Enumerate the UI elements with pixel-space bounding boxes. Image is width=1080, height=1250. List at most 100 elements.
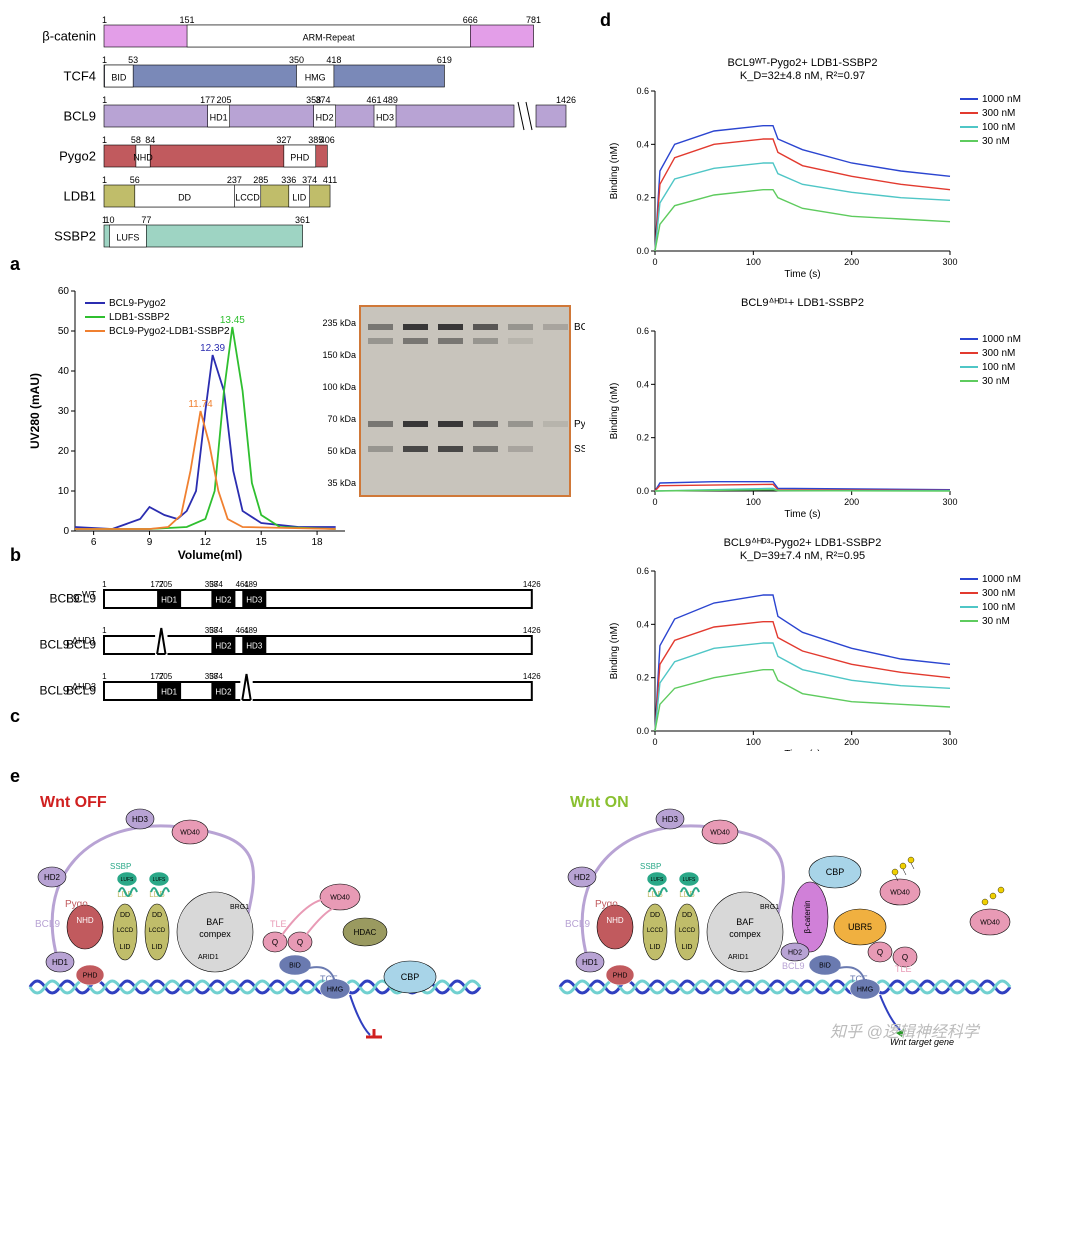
svg-text:HD2: HD2 [216, 596, 233, 605]
svg-text:Wnt OFF: Wnt OFF [40, 794, 107, 811]
svg-text:BCL9: BCL9 [574, 322, 585, 333]
svg-text:Q: Q [902, 953, 908, 962]
svg-text:489: 489 [244, 580, 258, 589]
svg-text:CBP: CBP [826, 867, 845, 877]
svg-text:374: 374 [210, 672, 224, 681]
svg-text:235 kDa: 235 kDa [323, 318, 357, 328]
panel-d-label: d [600, 10, 611, 30]
svg-text:LCCD: LCCD [149, 928, 166, 934]
svg-text:HD1: HD1 [210, 112, 228, 122]
svg-text:Pygo: Pygo [65, 899, 88, 910]
svg-text:HD1: HD1 [52, 958, 69, 967]
svg-text:0.0: 0.0 [636, 246, 649, 256]
svg-text:781: 781 [527, 15, 542, 25]
svg-text:237: 237 [227, 175, 242, 185]
panel-c-diagram: BCL9BCL9 WTHD1HD2HD311772053583744614891… [24, 572, 584, 722]
svg-text:6: 6 [91, 537, 97, 548]
panel-b-label: b [10, 545, 21, 565]
svg-text:BCL9: BCL9 [565, 919, 590, 930]
svg-text:Binding (nM): Binding (nM) [609, 143, 620, 200]
svg-text:BCL9ᐞᴴᴰ³-Pygo2+ LDB1-SSBP2: BCL9ᐞᴴᴰ³-Pygo2+ LDB1-SSBP2 [724, 537, 882, 549]
svg-text:666: 666 [463, 15, 478, 25]
svg-text:compex: compex [729, 929, 761, 939]
svg-text:411: 411 [323, 175, 337, 185]
svg-text:30 nM: 30 nM [982, 136, 1010, 147]
svg-text:1: 1 [103, 135, 108, 145]
svg-text:300 nM: 300 nM [982, 108, 1015, 119]
svg-text:PHD: PHD [83, 972, 98, 979]
svg-text:0.4: 0.4 [636, 619, 649, 629]
svg-text:LUFS: LUFS [117, 232, 140, 242]
svg-text:1: 1 [103, 15, 108, 25]
svg-text:LUFS: LUFS [121, 877, 134, 883]
svg-text:0.6: 0.6 [636, 86, 649, 96]
svg-text:30 nM: 30 nM [982, 616, 1010, 627]
svg-text:0: 0 [64, 526, 70, 537]
svg-text:10: 10 [58, 486, 70, 497]
svg-text:HD3: HD3 [376, 112, 394, 122]
svg-text:100 nM: 100 nM [982, 122, 1015, 133]
svg-text:ARID1: ARID1 [728, 954, 749, 961]
svg-text:HD3: HD3 [247, 642, 264, 651]
svg-text:TLE: TLE [270, 919, 287, 929]
svg-text:200: 200 [844, 497, 859, 507]
panel-c-label: c [10, 706, 20, 726]
panel-d-charts: BCL9ᵂᵀ-Pygo2+ LDB1-SSBP2K_D=32±4.8 nM, R… [600, 31, 1060, 751]
panel-a-label: a [10, 254, 20, 274]
svg-text:HD2: HD2 [788, 949, 802, 956]
svg-text:100: 100 [746, 737, 761, 747]
panel-e-label: e [10, 766, 20, 786]
svg-text:1: 1 [103, 626, 108, 635]
svg-text:0.2: 0.2 [636, 673, 649, 683]
svg-text:TLE: TLE [895, 964, 912, 974]
svg-text:HD2: HD2 [316, 112, 334, 122]
svg-text:WD40: WD40 [330, 894, 350, 901]
svg-text:151: 151 [180, 15, 195, 25]
svg-text:BAF: BAF [206, 917, 224, 927]
panel-e: e Wnt OFF Wnt ON BCL9 HD1 HD2 HD3 NHD Pygo PHD DD… [10, 766, 1070, 1062]
svg-text:NHD: NHD [606, 916, 624, 925]
svg-text:1426: 1426 [523, 672, 541, 681]
svg-text:0: 0 [652, 737, 657, 747]
svg-text:WD40: WD40 [180, 829, 200, 836]
svg-text:350: 350 [289, 55, 304, 65]
svg-text:SSBP: SSBP [640, 862, 661, 871]
svg-text:LCCD: LCCD [117, 928, 134, 934]
svg-text:300 nM: 300 nM [982, 588, 1015, 599]
svg-text:Binding (nM): Binding (nM) [609, 623, 620, 680]
svg-text:56: 56 [130, 175, 140, 185]
svg-text:30 nM: 30 nM [982, 376, 1010, 387]
panel-b: b 691215180102030405060Volume(ml)UV280 (… [10, 281, 590, 566]
svg-text:300 nM: 300 nM [982, 348, 1015, 359]
svg-text:DD: DD [120, 912, 130, 919]
svg-text:1000 nM: 1000 nM [982, 574, 1021, 585]
panel-a: a β-cateninARM-Repeat1151666781TCF4BIDHM… [10, 10, 590, 275]
svg-text:HD2: HD2 [44, 873, 61, 882]
svg-text:DD: DD [682, 912, 692, 919]
svg-text:SSBP2: SSBP2 [55, 228, 97, 243]
svg-text:HD3: HD3 [132, 815, 149, 824]
svg-text:50 kDa: 50 kDa [328, 446, 357, 456]
svg-text:Q: Q [272, 938, 278, 947]
svg-text:BID: BID [289, 962, 301, 969]
svg-text:0.6: 0.6 [636, 326, 649, 336]
svg-text:BRG1: BRG1 [230, 904, 249, 911]
svg-text:WD40: WD40 [980, 919, 1000, 926]
svg-text:Wnt ON: Wnt ON [570, 794, 629, 811]
svg-text:Pygo2: Pygo2 [60, 148, 97, 163]
svg-text:知乎 @逻辑神经科学: 知乎 @逻辑神经科学 [830, 1023, 981, 1041]
svg-text:LID: LID [650, 944, 661, 951]
svg-text:1426: 1426 [523, 580, 541, 589]
svg-text:DD: DD [650, 912, 660, 919]
svg-text:300: 300 [942, 497, 957, 507]
svg-text:Volume(ml): Volume(ml) [178, 548, 242, 561]
svg-text:LUFS: LUFS [683, 877, 696, 883]
svg-text:Time (s): Time (s) [784, 749, 820, 751]
svg-text:BCL9ᵂᵀ-Pygo2+ LDB1-SSBP2: BCL9ᵂᵀ-Pygo2+ LDB1-SSBP2 [727, 57, 877, 69]
svg-text:β-catenin: β-catenin [803, 900, 812, 933]
svg-text:HD3: HD3 [662, 815, 679, 824]
svg-text:UV280 (mAU): UV280 (mAU) [28, 373, 42, 449]
svg-text:ARM-Repeat: ARM-Repeat [303, 32, 356, 42]
svg-text:TCF: TCF [320, 974, 338, 984]
svg-text:Pygo2/LDB1: Pygo2/LDB1 [574, 419, 585, 430]
